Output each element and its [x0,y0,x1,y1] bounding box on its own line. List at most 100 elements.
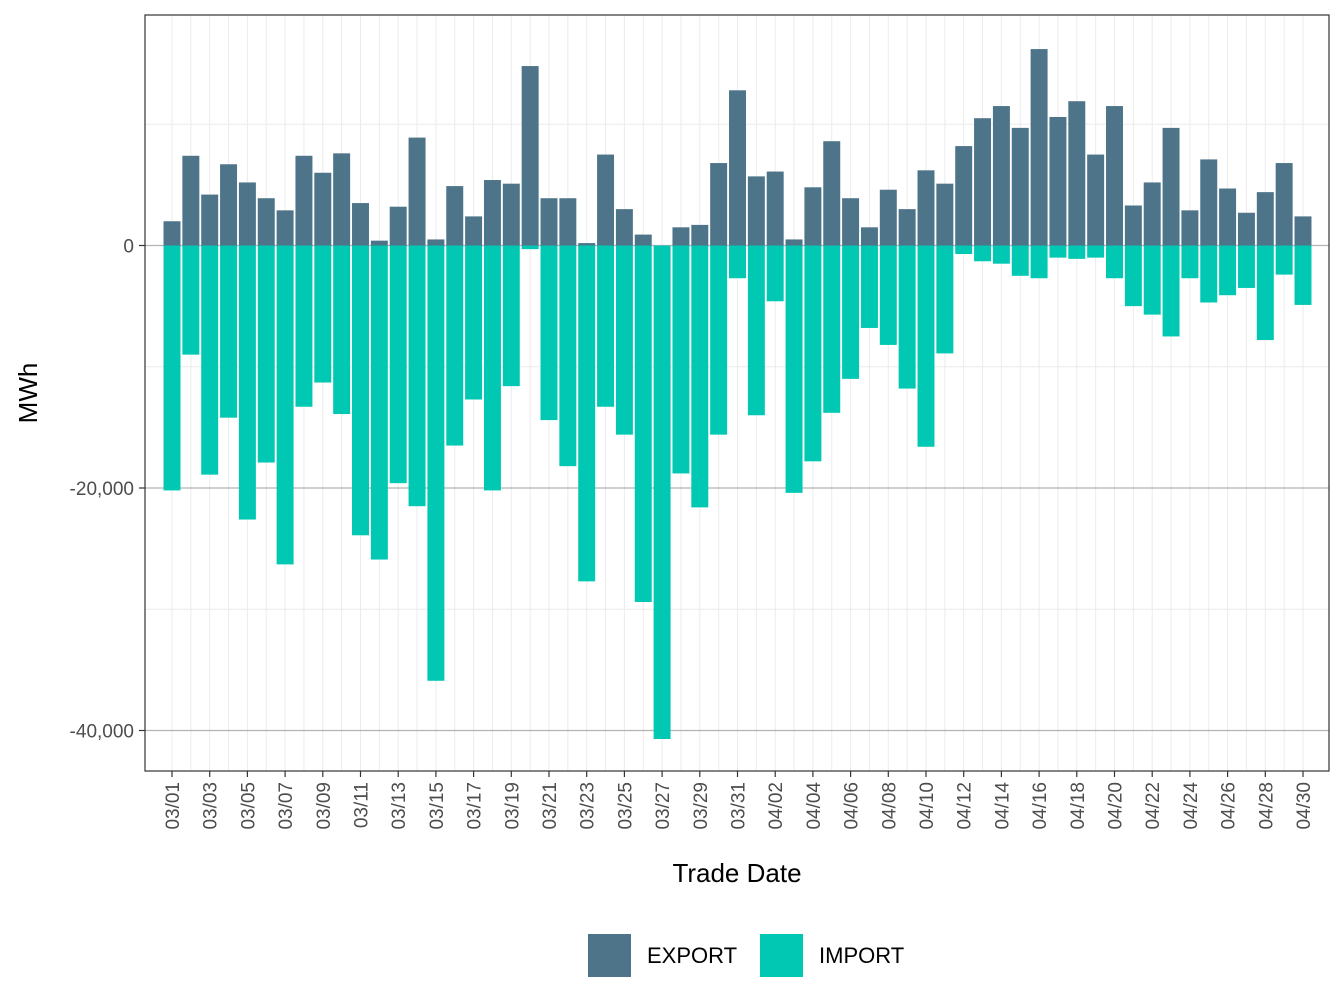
bar-export [842,198,860,246]
bar-export [257,198,275,246]
bar-import [691,245,709,508]
bar-import [182,245,200,355]
legend-label-export: EXPORT [647,943,737,968]
bar-export [1068,101,1086,246]
bar-export [1143,182,1161,246]
bar-export [1124,205,1142,246]
bar-export [465,216,483,246]
x-tick-label: 03/13 [389,782,410,830]
x-tick-label: 03/01 [163,782,184,830]
bar-export [1181,210,1199,246]
x-tick-label: 04/18 [1068,782,1089,830]
bar-export [597,154,615,246]
bar-export [898,209,916,246]
bar-export [785,239,803,246]
legend-label-import: IMPORT [819,943,904,968]
bar-export [370,240,388,246]
bar-import [729,245,746,279]
bar-export [710,163,728,246]
bar-export [1049,116,1067,246]
x-tick-label: 04/16 [1030,782,1051,830]
bar-import [578,245,596,582]
bar-import [295,245,313,407]
bar-import [917,245,935,447]
legend-swatch-export [588,934,631,977]
bar-import [163,245,181,491]
bar-export [729,90,746,246]
bar-import [823,245,841,413]
bar-import [1162,245,1180,337]
x-tick-label: 04/22 [1143,782,1164,830]
bar-export [559,198,577,246]
bar-import [597,245,615,407]
bar-import [1143,245,1161,315]
bar-export [578,243,596,246]
bar-import [1256,245,1274,341]
bar-import [465,245,483,400]
bar-export [295,155,313,246]
x-tick-label: 03/27 [653,782,674,830]
bar-import [766,245,784,302]
bar-import [333,245,351,415]
bar-export [860,227,878,246]
bar-import [955,245,973,254]
x-tick-label: 04/30 [1294,782,1315,830]
bar-import [860,245,878,328]
bar-import [615,245,633,435]
bar-export [521,66,539,246]
bar-import [276,245,294,565]
bar-export [615,209,633,246]
x-tick-label: 03/21 [540,782,561,830]
x-tick-label: 04/10 [917,782,938,830]
bar-export [201,194,219,246]
y-tick-label: -20,000 [70,479,134,500]
bar-import [352,245,369,536]
x-tick-label: 04/26 [1219,782,1240,830]
x-tick-label: 03/17 [465,782,486,830]
x-tick-label: 03/15 [427,782,448,830]
bar-import [1049,245,1067,258]
bar-export [974,118,992,246]
bar-import [842,245,860,379]
bar-import [1087,245,1105,258]
bar-export [672,227,690,246]
bar-export [1011,127,1029,246]
bar-export [691,224,709,246]
x-tick-label: 04/24 [1181,782,1202,830]
x-tick-label: 04/02 [766,782,787,830]
bars [163,49,1312,739]
y-tick-label: 0 [123,237,134,258]
x-tick-label: 04/04 [804,782,825,830]
bar-export [1162,127,1180,246]
bar-import [408,245,426,507]
bar-import [1181,245,1199,279]
bar-import [1237,245,1255,288]
bar-export [238,182,256,246]
bar-import [540,245,558,421]
bar-import [672,245,690,474]
bar-export [163,221,181,246]
bar-export [1219,188,1237,246]
bar-export [1087,154,1105,246]
x-tick-label: 03/31 [729,782,750,830]
bar-import [1011,245,1029,276]
bar-import [1200,245,1218,303]
x-tick-label: 03/19 [502,782,523,830]
bar-import [483,245,501,491]
bar-import [389,245,407,484]
bar-import [257,245,275,463]
y-tick-label: -40,000 [70,722,134,743]
bar-import [747,245,765,416]
bar-export [823,141,841,246]
bar-export [220,164,238,246]
bar-export [540,198,558,246]
bar-export [1030,49,1048,246]
bar-export [408,137,426,246]
bar-export [1106,106,1123,246]
x-axis-title: Trade Date [672,858,801,888]
x-axis: 03/01 03/03 03/05 03/07 03/09 03/11 03/13 03/15… [163,771,1315,830]
bar-export [1275,163,1293,246]
bar-export [766,171,784,246]
legend: EXPORT IMPORT [588,934,904,977]
